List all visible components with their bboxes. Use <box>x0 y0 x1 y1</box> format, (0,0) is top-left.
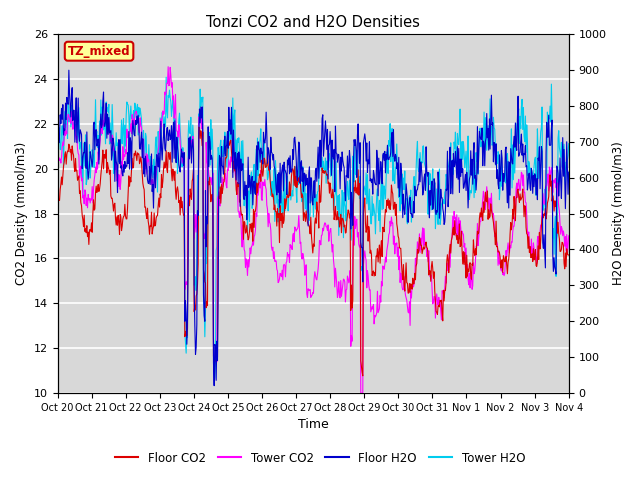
Y-axis label: CO2 Density (mmol/m3): CO2 Density (mmol/m3) <box>15 142 28 285</box>
X-axis label: Time: Time <box>298 419 328 432</box>
Text: TZ_mixed: TZ_mixed <box>68 45 131 58</box>
Title: Tonzi CO2 and H2O Densities: Tonzi CO2 and H2O Densities <box>206 15 420 30</box>
Legend: Floor CO2, Tower CO2, Floor H2O, Tower H2O: Floor CO2, Tower CO2, Floor H2O, Tower H… <box>110 447 530 469</box>
Y-axis label: H2O Density (mmol/m3): H2O Density (mmol/m3) <box>612 142 625 286</box>
